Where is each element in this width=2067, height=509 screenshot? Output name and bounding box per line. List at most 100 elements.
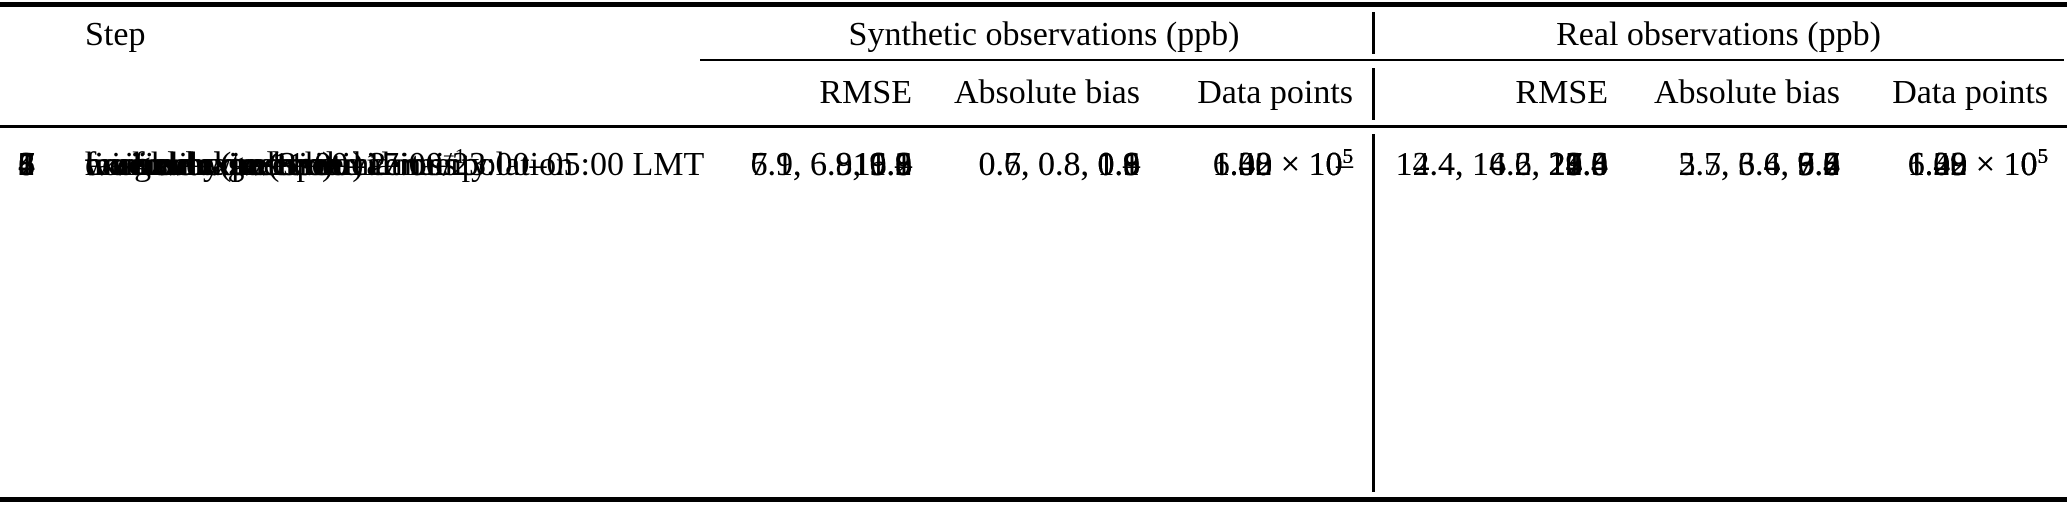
step-description-text: weight by inverse uncertainty xyxy=(85,146,489,183)
syn-data-points-value: 1.30 × 105 xyxy=(1140,143,1353,187)
step-description-sup: −1 xyxy=(442,144,466,169)
step-description-text: time window 11:00–17:00/23:00–05:00 LMT xyxy=(85,146,705,183)
syn-abs-bias-value: 0.7, 0.8, 0.8 xyxy=(978,146,1141,183)
step-number: 4 xyxy=(18,146,35,183)
syn-abs-bias-value: 0.9 xyxy=(1097,146,1141,183)
section-divider-body xyxy=(1372,134,1375,492)
real-data-points-base: 1.29 × 10 xyxy=(1907,146,2038,183)
syn-rmse-value: 9.0 xyxy=(869,146,913,183)
real-abs-bias-value: 9.4 xyxy=(1797,146,1841,183)
table-row: 8 inversion (posterior) 6.9, 6.8, 6.8 0.… xyxy=(0,143,2067,187)
step-number: 3 xyxy=(18,146,35,183)
syn-rmse-value: – xyxy=(895,146,912,183)
syn-rmse-header: RMSE xyxy=(819,74,912,111)
table-row: 6 far-field correction 9.0 0.9 1.30 × 10… xyxy=(0,143,2067,187)
syn-data-points-value: 1.30 × 105 xyxy=(1140,143,1353,187)
synthetic-group-header: Synthetic observations (ppb) xyxy=(848,16,1240,53)
table-row: 1 horizontal and vertical interpolation … xyxy=(0,143,2067,187)
syn-data-points-value: – xyxy=(1140,143,1353,187)
real-data-points-exp: 5 xyxy=(2037,144,2048,169)
step-description: minimal wind speed 2 m s−1 xyxy=(85,143,645,187)
real-abs-bias-value: 9.8 xyxy=(1797,146,1841,183)
real-rmse-value: 14.4, 16.6, 16.6 xyxy=(1395,146,1609,183)
syn-rmse-value: 10.2 xyxy=(852,146,913,183)
table-row: 4 minimal wind speed 2 m s−1 9.6 1.0 1.3… xyxy=(0,143,2067,187)
table-row: 3 time window 11:00–17:00/23:00–05:00 LM… xyxy=(0,143,2067,187)
real-data-points-base: 6.02 × 10 xyxy=(1907,146,2038,183)
syn-abs-bias-value: 1.0 xyxy=(1097,146,1141,183)
section-divider-top xyxy=(1372,12,1375,54)
step-number: 2 xyxy=(18,146,35,183)
step-description: inversion (posterior) xyxy=(85,143,645,187)
real-rmse-value: 21.5 xyxy=(1548,146,1609,183)
syn-rmse-value: 9.6 xyxy=(869,146,913,183)
syn-data-points-exp: 5 xyxy=(1342,144,1353,169)
real-abs-bias-value: 7.2 xyxy=(1797,146,1841,183)
syn-data-points-base: 6.02 × 10 xyxy=(1212,146,1343,183)
step-description-text: exclude extreme deviations xyxy=(85,146,457,183)
syn-data-points-header: Data points xyxy=(1197,74,1353,111)
real-data-points-value: 6.02 × 105 xyxy=(1840,143,2048,187)
syn-data-points-exp: 5 xyxy=(1342,144,1353,169)
real-data-points-exp: 5 xyxy=(2037,144,2048,169)
syn-rmse-value: 6.9, 6.8, 6.8 xyxy=(750,146,913,183)
header-group-row: Step Synthetic observations (ppb) Real o… xyxy=(0,10,2067,60)
syn-data-points-exp: 5 xyxy=(1342,144,1353,169)
real-data-points-base: 1.29 × 10 xyxy=(1907,146,2038,183)
syn-data-points-base: 1.30 × 10 xyxy=(1212,146,1343,183)
syn-abs-bias-header: Absolute bias xyxy=(953,74,1140,111)
real-rmse-value: 25.8 xyxy=(1548,146,1609,183)
step-description-text: inversion (posterior) xyxy=(85,146,364,183)
real-data-points-base: 1.48 × 10 xyxy=(1907,146,2038,183)
real-abs-bias-header: Absolute bias xyxy=(1653,74,1840,111)
real-data-points-header: Data points xyxy=(1892,74,2048,111)
step-description: far-field correction xyxy=(85,143,645,187)
syn-data-points-value: 1.30 × 105 xyxy=(1140,143,1353,187)
syn-data-points-value: 1.30 × 105 xyxy=(1140,143,1353,187)
syn-data-points-base: 1.30 × 10 xyxy=(1212,146,1343,183)
syn-data-points-base: 1.48 × 10 xyxy=(1212,146,1343,183)
real-rmse-value: 12.4, 14.2, 14.0 xyxy=(1395,146,1609,183)
section-divider-header xyxy=(1372,68,1375,120)
real-data-points-exp: 5 xyxy=(2037,144,2048,169)
step-description-text: minimal wind speed 2 m s xyxy=(85,146,443,183)
real-abs-bias-value: 9.7 xyxy=(1797,146,1841,183)
syn-rmse-value: 9.6 xyxy=(869,146,913,183)
step-description-text: horizontal and vertical interpolation xyxy=(85,146,574,183)
table-row: 7 weight by inverse uncertainty 7.1, 6.9… xyxy=(0,143,2067,187)
top-rule xyxy=(0,2,2067,7)
syn-rmse-value: 7.1, 6.9, 6.9 xyxy=(750,146,913,183)
real-data-points-base: 6.02 × 10 xyxy=(1907,146,2038,183)
real-data-points-value: 1.29 × 105 xyxy=(1840,143,2048,187)
real-rmse-value: 23.5 xyxy=(1548,146,1609,183)
real-data-points-exp: 5 xyxy=(2037,144,2048,169)
step-description: horizontal and vertical interpolation xyxy=(85,143,645,187)
step-number: 5 xyxy=(18,146,35,183)
real-data-points-base: 1.29 × 10 xyxy=(1907,146,2038,183)
real-rmse-header: RMSE xyxy=(1515,74,1608,111)
real-abs-bias-value: 9.6 xyxy=(1797,146,1841,183)
real-data-points-value: 1.30 × 105 xyxy=(1840,143,2048,187)
real-rmse-value: 27.6 xyxy=(1548,146,1609,183)
step-number: 7 xyxy=(18,146,35,183)
syn-abs-bias-value: – xyxy=(1123,146,1140,183)
step-description-text: far-field correction xyxy=(85,146,342,183)
syn-abs-bias-value: 0.9 xyxy=(1097,146,1141,183)
real-rmse-value: 22.4 xyxy=(1548,146,1609,183)
real-data-points-value: 1.48 × 105 xyxy=(1840,143,2048,187)
header-bottom-rule xyxy=(0,125,2067,128)
real-data-points-exp: 5 xyxy=(2037,144,2048,169)
real-data-points-value: 6.02 × 105 xyxy=(1840,143,2048,187)
syn-data-points-value: 1.48 × 105 xyxy=(1140,143,1353,187)
step-description: weight by inverse uncertainty xyxy=(85,143,645,187)
real-abs-bias-value: 9.6 xyxy=(1797,146,1841,183)
real-data-points-exp: 5 xyxy=(2037,144,2048,169)
step-description: time average (3 h) xyxy=(85,143,645,187)
syn-data-points-base: – xyxy=(1336,146,1353,183)
step-description: time window 11:00–17:00/23:00–05:00 LMT xyxy=(85,143,704,187)
table-row: 2 time average (3 h) 11.1 0.9 6.02 × 105… xyxy=(0,143,2067,187)
syn-abs-bias-value: 1.1 xyxy=(1097,146,1141,183)
real-group-header: Real observations (ppb) xyxy=(1556,16,1881,53)
real-abs-bias-value: 5.7, 6.6, 6.6 xyxy=(1678,146,1841,183)
table-row: 5 exclude extreme deviations 9.6 1.0 1.3… xyxy=(0,143,2067,187)
